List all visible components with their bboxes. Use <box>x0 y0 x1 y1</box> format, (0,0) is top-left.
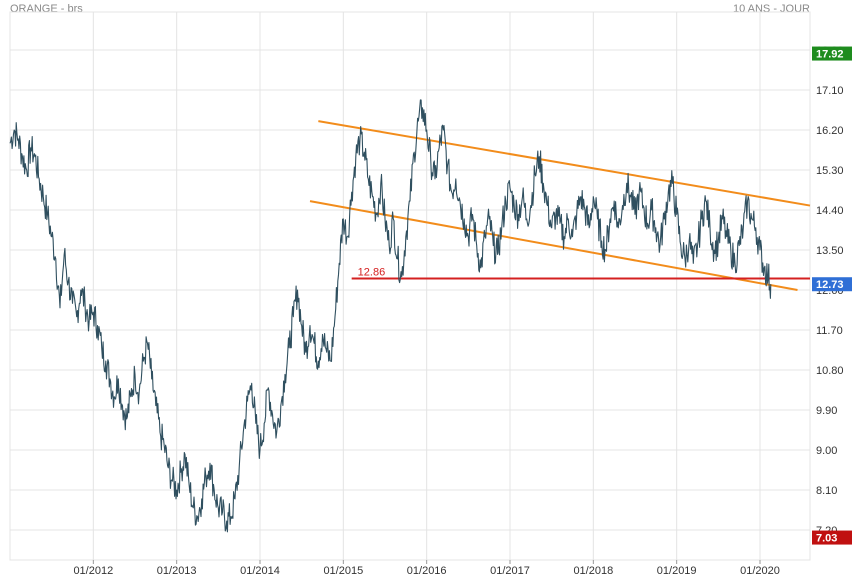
value-badge <box>812 530 852 545</box>
value-badge <box>812 277 852 292</box>
x-tick-label: 01/2018 <box>573 565 613 577</box>
y-tick-label: 11.70 <box>816 325 843 337</box>
trendline <box>318 120 811 207</box>
x-tick-label: 01/2019 <box>657 565 697 577</box>
y-tick-label: 16.20 <box>816 125 844 137</box>
value-badge <box>812 46 852 61</box>
y-tick-label: 9.90 <box>816 405 837 417</box>
y-tick-label: 8.10 <box>816 485 837 497</box>
value-badge-label: 12.73 <box>816 279 844 291</box>
support-label: 12.86 <box>358 266 386 278</box>
y-tick-label: 10.80 <box>816 365 844 377</box>
grid <box>9 11 811 564</box>
y-tick-label: 15.30 <box>816 165 844 177</box>
plot-frame <box>9 11 811 561</box>
support-level: 12.86 <box>351 266 810 280</box>
x-axis-labels: 01/2012 01/2013 01/2014 01/2015 01/2016 01/20… <box>73 565 779 577</box>
x-tick-label: 01/2016 <box>407 565 447 577</box>
y-tick-label: 13.50 <box>816 245 844 257</box>
y-tick-label: 9.00 <box>816 445 837 457</box>
value-badges: 17.92 12.73 7.03 <box>812 46 852 545</box>
x-tick-label: 01/2014 <box>240 565 280 577</box>
x-tick-label: 01/2020 <box>740 565 780 577</box>
x-tick-label: 01/2013 <box>157 565 197 577</box>
price-line <box>9 99 772 533</box>
trend-channel <box>309 120 811 291</box>
value-badge-label: 17.92 <box>816 49 844 61</box>
price-series <box>9 99 772 533</box>
x-tick-label: 01/2017 <box>490 565 530 577</box>
y-tick-label: 14.40 <box>816 205 844 217</box>
y-tick-label: 17.10 <box>816 85 844 97</box>
x-tick-label: 01/2015 <box>323 565 363 577</box>
trendline <box>309 200 798 291</box>
value-badge-label: 7.03 <box>816 533 837 545</box>
x-tick-label: 01/2012 <box>73 565 113 577</box>
